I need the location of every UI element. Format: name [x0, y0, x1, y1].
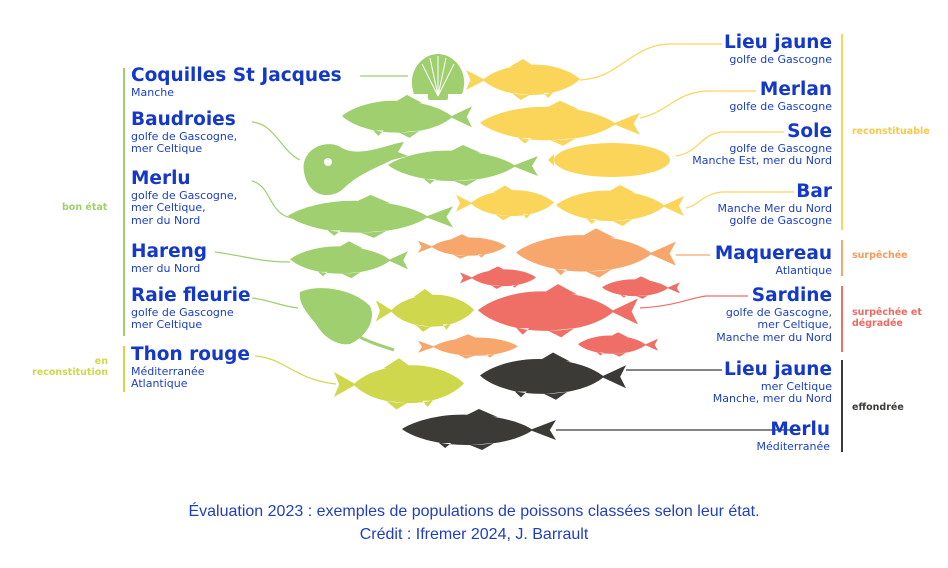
- species-lieu-jaune-2: Lieu jaune mer Celtique Manche, mer du N…: [712, 359, 832, 406]
- species-name: Lieu jaune: [723, 359, 832, 380]
- species-location: mer Celtique Manche, mer du Nord: [712, 379, 832, 406]
- species-name: Merlan: [759, 79, 832, 100]
- caption-line-1: Évaluation 2023 : exemples de population…: [188, 503, 760, 520]
- species-name: Baudroies: [131, 109, 236, 130]
- status-surpechee-degradee: surpêchée et dégradée: [852, 307, 932, 330]
- species-location: golfe de Gascogne, mer Celtique: [131, 129, 238, 156]
- fish-icon: [602, 276, 680, 299]
- fish-icon: [334, 358, 464, 410]
- fish-icon: [288, 195, 453, 238]
- connector-bar: [685, 191, 794, 209]
- species-bar: Bar Manche Mer du Nord golfe de Gascogne: [717, 181, 833, 228]
- species-name: Merlu: [131, 168, 191, 189]
- species-merlu-left: Merlu golfe de Gascogne, mer Celtique, m…: [131, 168, 238, 227]
- species-location: Méditerranée: [756, 439, 830, 453]
- caption-line-2: Crédit : Ifremer 2024, J. Barrault: [359, 526, 589, 543]
- fish-icon: [466, 59, 580, 100]
- species-name: Raie fleurie: [131, 285, 251, 306]
- species-merlu-right: Merlu Méditerranée: [756, 419, 830, 453]
- fish-icon: [516, 228, 676, 277]
- connector-baudroies: [251, 121, 301, 161]
- species-thon-rouge: Thon rouge Méditerranée Atlantique: [131, 344, 250, 391]
- species-name: Sardine: [751, 285, 832, 306]
- status-effondree: effondrée: [852, 402, 904, 413]
- species-name: Coquilles St Jacques: [131, 65, 342, 86]
- species-location: golfe de Gascogne Manche Est, mer du Nor…: [692, 141, 832, 168]
- species-location: golfe de Gascogne: [729, 99, 832, 113]
- species-name: Sole: [787, 121, 832, 142]
- fish-icon: [376, 288, 474, 332]
- species-name: Merlu: [770, 419, 830, 440]
- species-location: mer du Nord: [131, 261, 201, 275]
- species-location: golfe de Gascogne: [729, 52, 832, 66]
- monkfish-icon: [303, 142, 408, 196]
- connector-merlu-left: [251, 180, 293, 219]
- status-reconstitution: en reconstitution: [18, 356, 108, 379]
- species-location: Atlantique: [775, 263, 832, 277]
- fish-icon: [548, 143, 670, 177]
- species-merlan: Merlan golfe de Gascogne: [729, 79, 832, 113]
- connector-thon: [254, 355, 337, 385]
- fish-icon: [402, 409, 556, 450]
- species-location: Méditerranée Atlantique: [131, 364, 205, 391]
- fish-icon: [480, 101, 640, 146]
- connector-merlan: [639, 90, 756, 119]
- species-name: Lieu jaune: [723, 32, 832, 53]
- species-name: Thon rouge: [131, 344, 250, 365]
- fish-icon: [290, 241, 408, 278]
- ray-icon: [299, 288, 395, 352]
- status-bon-etat: bon état: [62, 202, 108, 213]
- fish-icon: [456, 185, 554, 221]
- fish-icon: [556, 185, 684, 226]
- connector-sardine: [639, 295, 748, 309]
- species-location: Manche: [131, 85, 174, 99]
- fish-icon: [388, 145, 538, 186]
- fish-icon: [578, 332, 658, 357]
- species-location: golfe de Gascogne mer Celtique: [131, 305, 234, 332]
- species-location: golfe de Gascogne, mer Celtique, mer du …: [131, 188, 238, 227]
- species-baudroies: Baudroies golfe de Gascogne, mer Celtiqu…: [131, 109, 238, 156]
- fish-icon: [480, 353, 626, 400]
- status-reconstitution-text: en reconstitution: [32, 356, 108, 378]
- species-lieu-jaune-1: Lieu jaune golfe de Gascogne: [723, 32, 832, 66]
- fish-icon: [418, 234, 506, 259]
- species-raie: Raie fleurie golfe de Gascogne mer Celti…: [131, 285, 251, 332]
- species-name: Hareng: [131, 241, 208, 262]
- connector-raie: [251, 297, 299, 309]
- status-surpechee: surpêchée: [852, 250, 908, 261]
- connector-sole: [675, 131, 784, 157]
- species-sardine: Sardine golfe de Gascogne, mer Celtique,…: [716, 285, 832, 344]
- connector-hareng: [214, 251, 291, 263]
- species-name: Bar: [796, 181, 832, 202]
- connector-lieu-jaune-1: [579, 43, 722, 81]
- species-coquilles: Coquilles St Jacques Manche: [131, 65, 342, 99]
- species-sole: Sole golfe de Gascogne Manche Est, mer d…: [692, 121, 832, 168]
- species-maquereau: Maquereau Atlantique: [714, 243, 832, 277]
- status-reconstituable: reconstituable: [852, 126, 930, 137]
- status-surpechee-degradee-text: surpêchée et dégradée: [852, 307, 922, 329]
- scallop-icon: [411, 54, 465, 100]
- species-hareng: Hareng mer du Nord: [131, 241, 208, 275]
- fish-icon: [418, 334, 518, 359]
- species-location: Manche Mer du Nord golfe de Gascogne: [717, 201, 833, 228]
- fish-icon: [460, 266, 536, 289]
- species-name: Maquereau: [714, 243, 832, 264]
- fish-icon: [342, 95, 472, 138]
- species-location: golfe de Gascogne, mer Celtique, Manche …: [716, 305, 832, 344]
